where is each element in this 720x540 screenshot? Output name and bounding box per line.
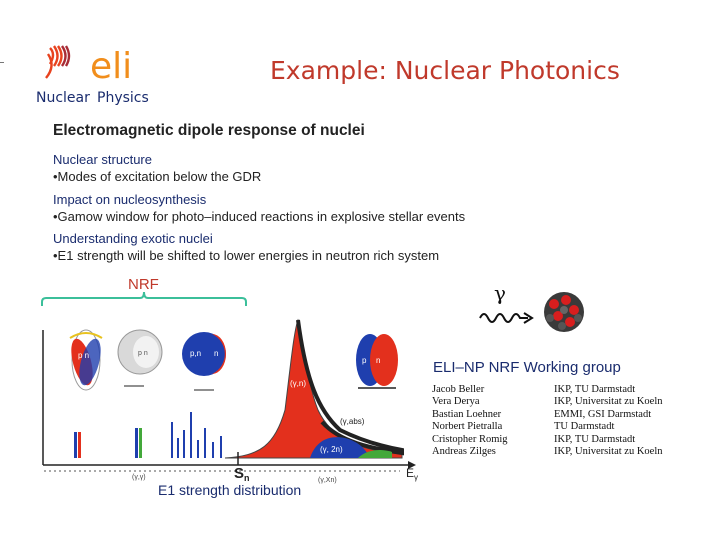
bullet-title: Impact on nucleosynthesis [53,192,207,207]
strength-bar [171,422,173,458]
x-axis-arrow [408,461,416,469]
member-affiliation: IKP, TU Darmstadt [554,384,636,395]
nrf-bracket [41,291,247,306]
member-row: Norbert Pietralla TU Darmstadt [432,421,662,433]
bullet-nuclear-structure: Nuclear structure •Modes of excitation b… [53,151,261,185]
strength-bar [190,412,192,458]
nucleon-label: p,n [190,349,201,358]
pygmy-nucleus: p n [117,329,163,387]
photon-wave [479,313,528,323]
strength-bar [139,428,142,458]
member-affiliation: EMMI, GSI Darmstadt [554,408,652,420]
logo-word-nuclear: Nuclear [36,90,90,106]
bullet-title: Nuclear structure [53,152,152,167]
edge-mark [0,62,4,63]
logo-word-physics: Physics [97,90,149,106]
eli-logo-arcs [45,45,71,79]
peak-label: (γ,γ) [132,474,146,481]
member-name: Bastian Loehner [432,408,502,420]
strength-bars [74,412,222,458]
strength-bar [135,428,138,458]
gamma-symbol: γ [494,282,506,305]
member-row: Bastian Loehner EMMI, GSI Darmstadt [432,409,662,421]
e1-spectrum-figure: p n p n p,n n p n (γ,n) (γ,abs) (γ, 2n) … [41,291,418,484]
working-group-members: Jacob Beller IKP, TU Darmstadt Vera Derya… [432,384,662,458]
eli-wordmark: eli [90,46,132,87]
member-name: Norbert Pietralla [432,421,503,433]
peak-label: (γ,abs) [340,417,365,426]
strength-bar [212,442,214,458]
strength-bar [177,438,179,458]
peak-label: (γ, 2n) [320,445,343,454]
photon-nucleus-illustration: γ [479,282,584,332]
member-affiliation: IKP, TU Darmstadt [554,433,636,445]
bullet-title: Understanding exotic nuclei [53,231,213,246]
strength-bar [220,436,222,458]
member-affiliation: IKP, Universitat zu Koeln [554,446,663,458]
nucleon-label: p n [138,350,148,357]
member-affiliation: IKP, Universitat zu Koeln [554,396,663,408]
member-name: Cristopher Romig [432,433,508,445]
strength-bar [78,432,81,458]
member-row: Andreas Zilges IKP, Universitat zu Koeln [432,446,662,458]
bullet-nucleosynthesis: Impact on nucleosynthesis •Gamow window … [53,191,465,225]
nrf-label: NRF [128,276,159,293]
gamma-xn-lobe [358,450,392,458]
nucleon-label: n [376,356,380,365]
member-row: Jacob Beller IKP, TU Darmstadt [432,384,662,396]
member-name: Vera Derya [432,396,480,408]
bullet-exotic-nuclei: Understanding exotic nuclei •E1 strength… [53,230,439,264]
scissors-mode-nucleus: p n [69,329,103,391]
dipole-nucleus-small: p,n n [182,332,226,391]
bullet-detail: •E1 strength will be shifted to lower en… [53,248,440,263]
bullet-detail: •Modes of excitation below the GDR [53,169,262,184]
strength-bar [183,430,185,458]
slide-title: Example: Nuclear Photonics [270,56,620,85]
gamma-2n-lobe [310,437,370,458]
working-group-title: ELI–NP NRF Working group [433,359,621,376]
strength-bar [74,432,77,458]
figure-caption: E1 strength distribution [158,482,302,498]
axis-e-label: Eγ [406,466,418,482]
axis-sn-label: Sn [234,465,250,483]
eli-logo-graphic: eli Nuclear Physics [36,45,149,106]
peak-label: (γ,Xn) [318,477,337,484]
eli-np-logo: eli Nuclear Physics [34,44,154,108]
strength-bar [197,440,199,458]
member-row: Cristopher Romig IKP, TU Darmstadt [432,434,662,446]
strength-bar [204,428,206,458]
member-name: Jacob Beller [432,384,485,395]
photon-arrowhead [523,312,534,324]
nucleon-label: p [362,356,367,365]
gdr-nucleus: p n [356,334,398,389]
gdr-abs-band [296,319,404,456]
member-row: Vera Derya IKP, Universitat zu Koeln [432,396,662,408]
member-affiliation: TU Darmstadt [554,421,615,433]
bullet-detail: •Gamow window for photo–induced reaction… [53,209,466,224]
nucleus-cluster [544,292,584,332]
nucleon-label: p n [78,351,89,360]
peak-label: (γ,n) [290,379,306,388]
section-heading: Electromagnetic dipole response of nucle… [53,122,365,139]
member-name: Andreas Zilges [432,446,496,458]
nucleon-label: n [214,349,218,358]
